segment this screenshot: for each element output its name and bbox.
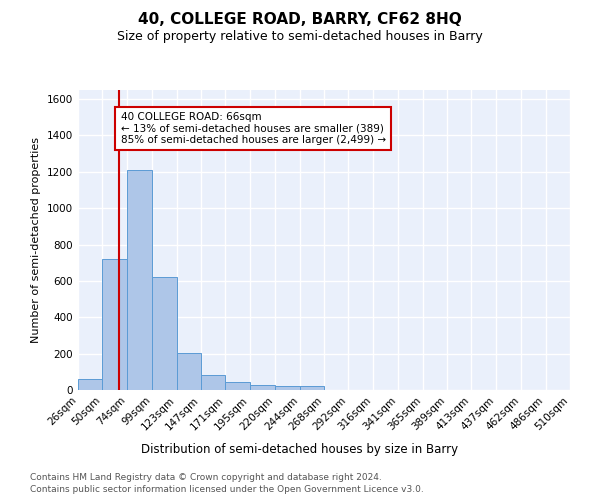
Bar [201,376,226,390]
Text: Distribution of semi-detached houses by size in Barry: Distribution of semi-detached houses by … [142,442,458,456]
Text: 40, COLLEGE ROAD, BARRY, CF62 8HQ: 40, COLLEGE ROAD, BARRY, CF62 8HQ [138,12,462,28]
Text: Contains HM Land Registry data © Crown copyright and database right 2024.: Contains HM Land Registry data © Crown c… [30,472,382,482]
Bar [103,259,127,390]
Bar [275,386,299,390]
Bar [226,382,250,390]
Bar [299,386,324,390]
Bar [152,278,176,390]
Bar [78,379,103,390]
Bar [250,385,275,390]
Y-axis label: Number of semi-detached properties: Number of semi-detached properties [31,137,41,343]
Text: Size of property relative to semi-detached houses in Barry: Size of property relative to semi-detach… [117,30,483,43]
Bar [176,352,201,390]
Text: 40 COLLEGE ROAD: 66sqm
← 13% of semi-detached houses are smaller (389)
85% of se: 40 COLLEGE ROAD: 66sqm ← 13% of semi-det… [121,112,386,145]
Text: Contains public sector information licensed under the Open Government Licence v3: Contains public sector information licen… [30,485,424,494]
Bar [127,170,152,390]
